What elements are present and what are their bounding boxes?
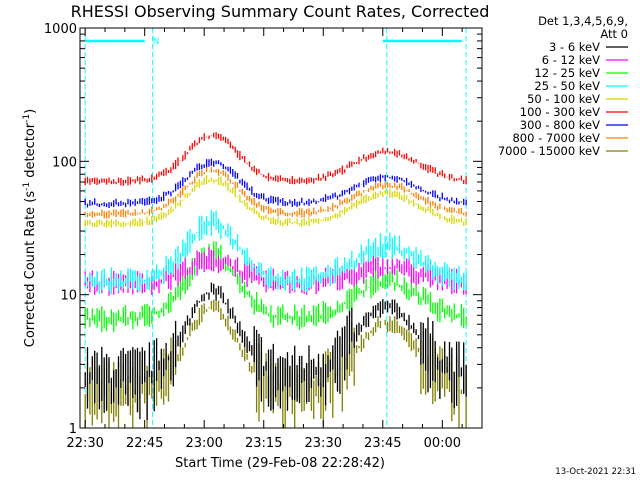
legend-item-label: 300 - 800 keV: [520, 118, 600, 132]
chart-title: RHESSI Observing Summary Count Rates, Co…: [71, 2, 490, 21]
x-tick-label: 23:15: [245, 436, 282, 451]
x-tick-label: 23:45: [364, 436, 401, 451]
legend-header-line2: Att 0: [600, 27, 628, 41]
footer-timestamp: 13-Oct-2021 22:31: [555, 467, 636, 477]
y-axis-label-mid: detector: [23, 122, 38, 182]
plot-frame: [79, 27, 483, 429]
night-bar-label: N: [153, 37, 160, 47]
x-tick-label: 22:45: [126, 436, 163, 451]
series-line-0: [84, 282, 467, 420]
series-line-4: [84, 175, 467, 228]
x-tick-label: 22:30: [66, 436, 103, 451]
legend-item-label: 12 - 25 keV: [534, 66, 600, 80]
y-axis-label-sup2: -1: [22, 114, 32, 123]
legend-item-label: 6 - 12 keV: [542, 53, 600, 67]
series-line-5: [84, 132, 467, 186]
legend-item-label: 7000 - 15000 keV: [498, 144, 600, 158]
y-tick-label: 10: [60, 289, 77, 304]
legend-item-label: 25 - 50 keV: [534, 79, 600, 93]
series-line-7: [84, 167, 467, 219]
y-axis-label-main: Corrected Count Rate (s: [23, 191, 38, 348]
y-axis-label-end: ): [23, 109, 38, 114]
axes: 1 10 100 1000 22:30 22:45 23:00 23:15 23:30 23:45…: [44, 22, 482, 451]
x-axis-label: Start Time (29-Feb-08 22:28:42): [175, 456, 385, 471]
x-tick-label: 23:30: [305, 436, 342, 451]
y-tick-label: 1: [69, 422, 77, 437]
legend-item-label: 100 - 300 keV: [520, 105, 600, 119]
legend-item-label: 800 - 7000 keV: [512, 131, 600, 145]
legend-item-label: 50 - 100 keV: [527, 92, 600, 106]
legend-header-line1: Det 1,3,4,5,6,9,: [538, 14, 628, 28]
series-line-6: [84, 158, 467, 208]
x-tick-label: 23:00: [185, 436, 222, 451]
y-axis-label: Corrected Count Rate (s-1 detector-1): [22, 109, 38, 347]
y-axis-label-sup1: -1: [22, 182, 32, 191]
plot-area: N: [84, 28, 467, 428]
x-tick-label: 00:00: [424, 436, 461, 451]
y-tick-label: 1000: [44, 22, 77, 37]
legend-item-label: 3 - 6 keV: [549, 40, 600, 54]
y-tick-label: 100: [52, 155, 77, 170]
series-line-3: [84, 209, 467, 295]
